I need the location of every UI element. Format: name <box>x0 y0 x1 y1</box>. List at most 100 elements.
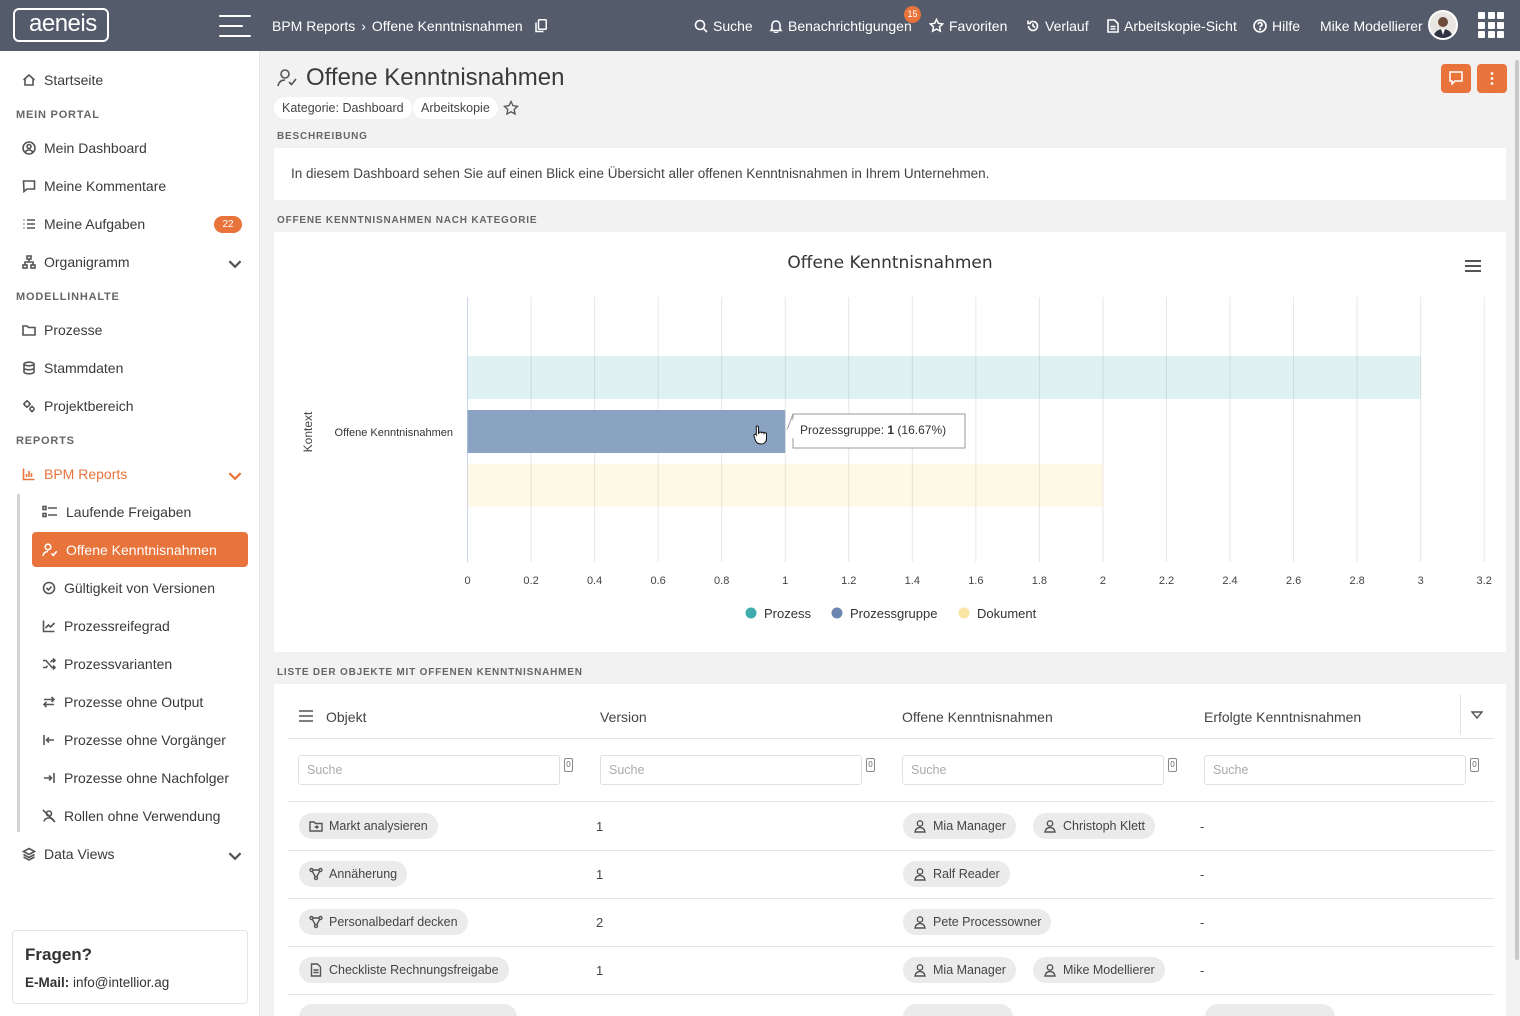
person-chip-partial[interactable] <box>1205 1004 1335 1016</box>
person-chip[interactable]: Mike Modellierer <box>1033 957 1165 983</box>
sidebar-item-masterdata[interactable]: Stammdaten <box>22 351 123 385</box>
version-cell: 2 <box>596 915 604 930</box>
x-tick-label: 1.4 <box>905 575 920 587</box>
help-email-link[interactable]: info@intellior.ag <box>73 975 170 990</box>
bar-prozessgruppe <box>467 410 786 453</box>
sidebar-item-bpm-reports[interactable]: BPM Reports <box>22 457 242 491</box>
menu-toggle-icon[interactable] <box>219 15 251 37</box>
user-name: Mike Modellierer <box>1320 17 1423 34</box>
sidebar-item-project[interactable]: Projektbereich <box>22 389 134 423</box>
favorite-star-icon[interactable] <box>503 100 519 116</box>
sidebar-subitem-ohne-nachfolger[interactable]: Prozesse ohne Nachfolger <box>42 761 229 795</box>
help-button[interactable]: Hilfe <box>1253 0 1300 51</box>
user-icon <box>914 964 926 977</box>
category-tag[interactable]: Kategorie: Dashboard <box>274 97 412 119</box>
tooltip-value: 1 <box>887 423 894 437</box>
active-item-highlight <box>32 532 248 567</box>
sidebar-subitem-ohne-output[interactable]: Prozesse ohne Output <box>42 685 203 719</box>
help-email-label: E-Mail: <box>25 975 70 990</box>
sidebar-item-tasks[interactable]: Meine Aufgaben <box>22 207 145 241</box>
sidebar-subitem-ohne-vorgaenger[interactable]: Prozesse ohne Vorgänger <box>42 723 226 757</box>
sidebar-item-home[interactable]: Startseite <box>22 63 103 97</box>
person-chip[interactable]: Ralf Reader <box>903 861 1010 887</box>
history-button[interactable]: Verlauf <box>1026 0 1089 51</box>
search-input-object[interactable]: Suche <box>298 755 560 785</box>
chart-menu-icon[interactable] <box>1465 260 1481 272</box>
comment-icon <box>1449 71 1463 86</box>
sidebar-subitem-reifegrad[interactable]: Prozessreifegrad <box>42 609 170 643</box>
sidebar-item-label: Prozesse <box>44 322 103 338</box>
sidebar-item-label: BPM Reports <box>44 466 128 482</box>
top-bar: aeneis BPM Reports › Offene Kenntnisnahm… <box>0 0 1520 51</box>
sidebar-item-dashboard[interactable]: Mein Dashboard <box>22 131 147 165</box>
done-cell: - <box>1200 963 1205 978</box>
help-icon <box>1253 18 1267 33</box>
column-chooser-icon[interactable] <box>1471 711 1483 721</box>
sidebar-subitem-rollen[interactable]: Rollen ohne Verwendung <box>42 799 220 833</box>
x-tick-label: 2.8 <box>1349 575 1364 587</box>
search-input-open[interactable]: Suche <box>902 755 1164 785</box>
search-input-done[interactable]: Suche <box>1204 755 1466 785</box>
breadcrumb-separator-icon: › <box>361 17 366 34</box>
notifications-badge: 15 <box>904 6 921 23</box>
sidebar-subitem-varianten[interactable]: Prozessvarianten <box>42 647 172 681</box>
object-chip[interactable]: Checkliste Rechnungsfreigabe <box>299 957 509 983</box>
object-chip[interactable]: Annäherung <box>299 861 408 887</box>
section-label-chart: OFFENE KENNTNISNAHMEN NACH KATEGORIE <box>277 215 538 226</box>
sidebar-item-label: Gültigkeit von Versionen <box>64 580 215 596</box>
app-grid-icon[interactable] <box>1478 12 1504 38</box>
person-chip[interactable]: Mia Manager <box>903 957 1016 983</box>
sidebar-subitem-gueltigkeit[interactable]: Gültigkeit von Versionen <box>42 571 215 605</box>
folder-process-icon <box>309 821 323 832</box>
x-tick-label: 2 <box>1100 575 1106 587</box>
filter-lock-icon[interactable]: 0 <box>1470 758 1479 772</box>
person-chip[interactable]: Christoph Klett <box>1033 813 1155 839</box>
user-avatar[interactable] <box>1428 10 1458 40</box>
user-menu[interactable]: Mike Modellierer <box>1320 0 1423 51</box>
working-copy-tag[interactable]: Arbeitskopie <box>413 97 498 119</box>
arrows-exchange-icon <box>42 696 56 708</box>
working-copy-button[interactable]: Arbeitskopie-Sicht <box>1107 0 1237 51</box>
object-chip-partial[interactable] <box>299 1004 517 1016</box>
notifications-button[interactable]: Benachrichtigungen <box>769 0 912 51</box>
sidebar-item-orgchart[interactable]: Organigramm <box>22 245 242 279</box>
search-button[interactable]: Suche <box>694 0 753 51</box>
process-group-icon <box>309 867 323 881</box>
sidebar-item-comments[interactable]: Meine Kommentare <box>22 169 166 203</box>
person-chip[interactable]: Mia Manager <box>903 813 1016 839</box>
column-header-open[interactable]: Offene Kenntnisnahmen <box>902 709 1053 725</box>
column-header-version[interactable]: Version <box>600 709 647 725</box>
filter-lock-icon[interactable]: 0 <box>1168 758 1177 772</box>
bar-chart-icon <box>22 468 35 481</box>
filter-lock-icon[interactable]: 0 <box>866 758 875 772</box>
copy-icon[interactable] <box>534 18 547 33</box>
sidebar-subitem-offene-kenntnisnahmen[interactable]: Offene Kenntnisnahmen <box>42 533 217 567</box>
column-header-object[interactable]: Objekt <box>326 709 367 725</box>
row-divider <box>288 850 1494 851</box>
object-chip[interactable]: Markt analysieren <box>299 813 438 839</box>
person-chip[interactable]: Pete Processowner <box>903 909 1052 935</box>
legend-marker-prozess <box>745 607 757 619</box>
object-name: Markt analysieren <box>329 819 428 833</box>
arrow-right-icon <box>44 773 55 783</box>
breadcrumb-item-bpm-reports[interactable]: BPM Reports <box>272 17 356 34</box>
sidebar-item-processes[interactable]: Prozesse <box>22 313 102 347</box>
scrollbar-thumb[interactable] <box>1515 60 1519 960</box>
filter-lock-icon[interactable]: 0 <box>564 758 573 772</box>
column-header-done[interactable]: Erfolgte Kenntnisnahmen <box>1204 709 1362 725</box>
more-options-button[interactable] <box>1477 64 1507 93</box>
x-tick-label: 2.2 <box>1159 575 1174 587</box>
search-input-version[interactable]: Suche <box>600 755 862 785</box>
row-divider <box>288 946 1494 947</box>
favorites-button[interactable]: Favoriten <box>929 0 1007 51</box>
version-cell: 1 <box>596 819 604 834</box>
sidebar-subitem-laufende-freigaben[interactable]: Laufende Freigaben <box>42 495 191 529</box>
tooltip-percent: (16.67%) <box>894 423 946 437</box>
object-chip[interactable]: Personalbedarf decken <box>299 909 468 935</box>
comment-button[interactable] <box>1441 64 1471 93</box>
x-tick-label: 2.6 <box>1286 575 1301 587</box>
column-menu-icon[interactable] <box>299 710 313 722</box>
person-chip-partial[interactable] <box>903 1004 1013 1016</box>
app-logo[interactable]: aeneis <box>13 8 109 42</box>
sidebar-item-data-views[interactable]: Data Views <box>22 837 242 871</box>
